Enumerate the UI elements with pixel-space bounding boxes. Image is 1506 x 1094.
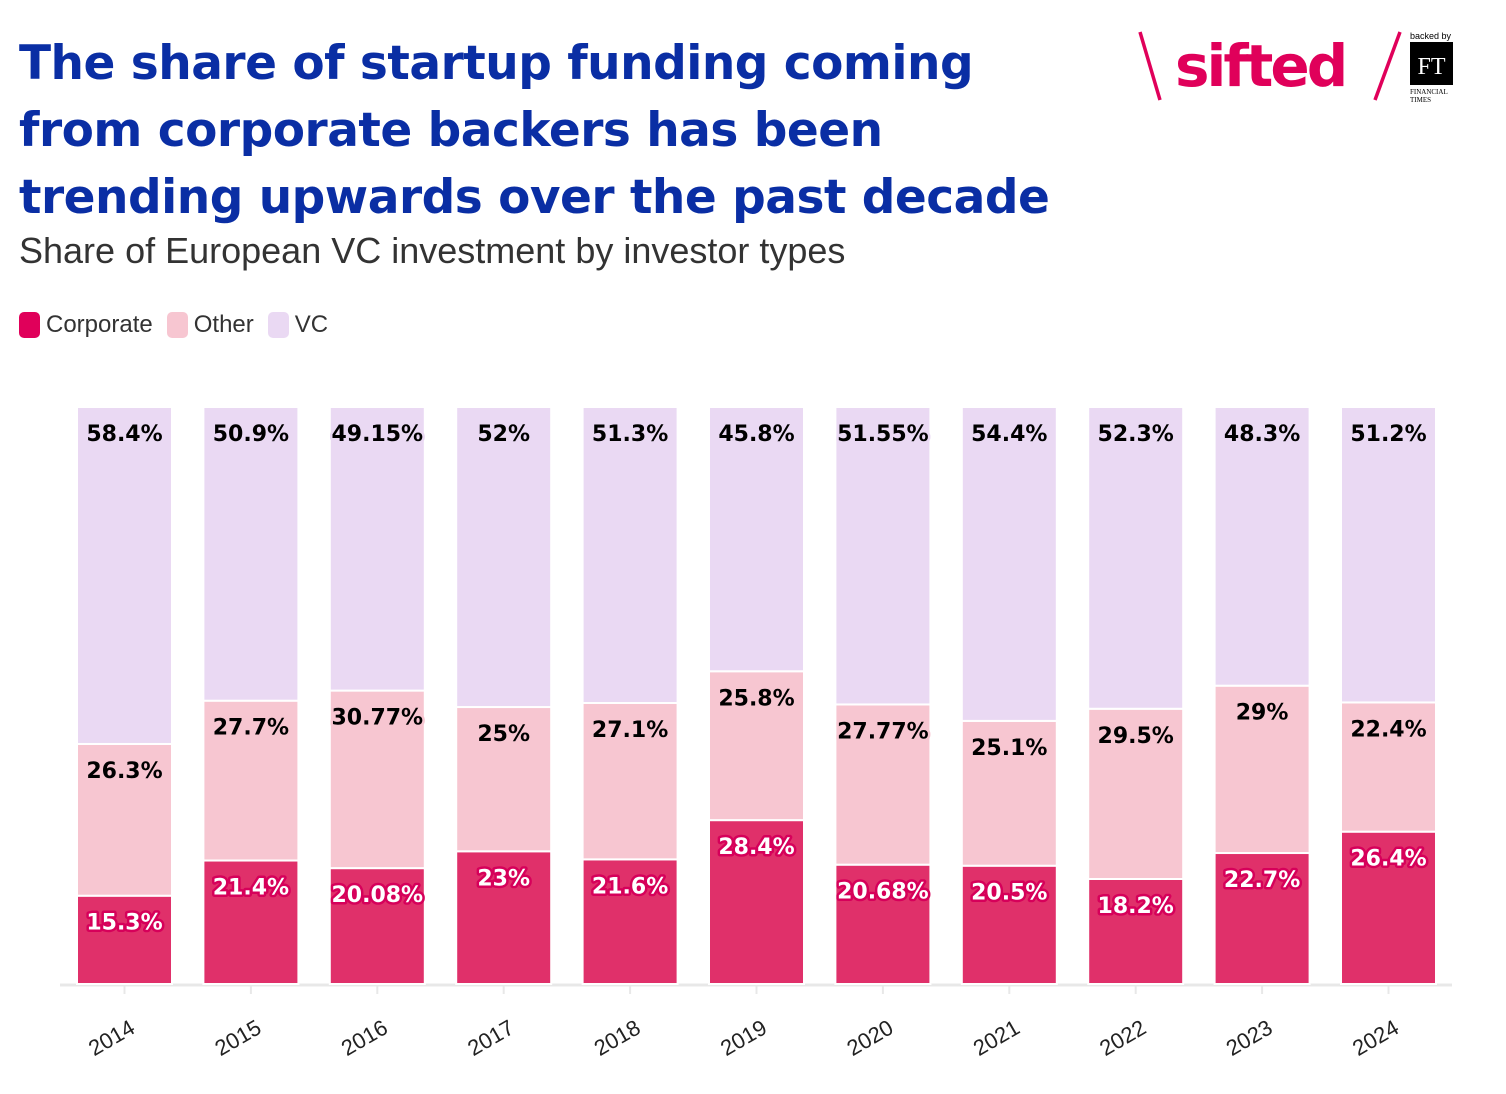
- legend-item-vc[interactable]: VC: [267, 311, 329, 339]
- chart-subtitle: Share of European VC investment by inves…: [19, 230, 846, 271]
- data-label-corporate: 15.3%: [86, 911, 162, 936]
- x-tick-label: 2024: [1348, 1015, 1403, 1061]
- bar-segment-vc[interactable]: [76, 406, 173, 745]
- sifted-logo: sifted backed by FT FINANCIAL TIMES: [1138, 31, 1453, 104]
- bar-segment-corporate[interactable]: [834, 863, 932, 985]
- logo-backed-by: backed by: [1410, 31, 1452, 41]
- bar-segment-other[interactable]: [202, 699, 300, 862]
- data-label-other: 26.3%: [86, 759, 162, 784]
- bar-segment-other[interactable]: [1340, 701, 1437, 833]
- chart-title: The share of startup funding coming from…: [19, 36, 1050, 225]
- bar-segment-other[interactable]: [455, 706, 553, 853]
- data-label-other: 25.8%: [718, 686, 794, 711]
- data-label-other: 29%: [1236, 701, 1289, 726]
- data-label-corporate: 23%: [477, 866, 530, 891]
- x-tick-label: 2015: [211, 1015, 266, 1061]
- data-label-vc: 52%: [477, 422, 530, 447]
- x-tick-label: 2014: [84, 1015, 139, 1061]
- data-label-corporate: 21.4%: [213, 876, 289, 901]
- data-label-other: 25.1%: [971, 736, 1047, 761]
- data-label-corporate: 20.5%: [971, 881, 1047, 906]
- logo-brand: sifted: [1175, 32, 1345, 100]
- data-label-other: 27.77%: [837, 719, 929, 744]
- legend-item-other[interactable]: Other: [166, 311, 254, 339]
- bar-segment-vc[interactable]: [1340, 406, 1437, 704]
- ft-logo-box: [1410, 42, 1453, 85]
- data-label-other: 29.5%: [1098, 724, 1174, 749]
- data-label-other: 27.1%: [592, 718, 668, 743]
- bar-segment-corporate[interactable]: [455, 850, 553, 985]
- bar-segment-corporate[interactable]: [76, 894, 173, 985]
- x-tick-label: 2021: [969, 1015, 1024, 1061]
- bar-segment-vc[interactable]: [834, 406, 932, 706]
- bar-segment-corporate[interactable]: [328, 867, 426, 986]
- bar-segment-other[interactable]: [328, 689, 426, 870]
- logo-backslash: [1138, 31, 1162, 101]
- ft-name-1: FINANCIAL: [1410, 88, 1448, 96]
- data-label-vc: 54.4%: [971, 422, 1047, 447]
- x-tick-label: 2018: [590, 1015, 645, 1061]
- x-tick-label: 2023: [1222, 1015, 1277, 1061]
- legend-item-corporate[interactable]: Corporate: [19, 311, 153, 339]
- bar-segment-corporate[interactable]: [202, 859, 300, 985]
- bar-segment-corporate[interactable]: [960, 864, 1058, 986]
- bar-segment-vc[interactable]: [328, 406, 426, 692]
- data-label-vc: 50.9%: [213, 422, 289, 447]
- bar-segment-vc[interactable]: [708, 406, 805, 673]
- bar-segment-other[interactable]: [1213, 684, 1311, 855]
- legend-swatch-other: [166, 312, 188, 338]
- bar-segment-other[interactable]: [1087, 707, 1185, 880]
- data-label-other: 22.4%: [1350, 717, 1426, 742]
- bar-segment-vc[interactable]: [581, 406, 679, 705]
- bar-segment-corporate[interactable]: [1213, 852, 1311, 985]
- data-label-vc: 52.3%: [1098, 422, 1174, 447]
- data-label-vc: 49.15%: [331, 422, 423, 447]
- legend-label: Other: [193, 311, 254, 338]
- data-label-vc: 45.8%: [718, 422, 794, 447]
- data-label-vc: 51.3%: [592, 422, 668, 447]
- data-label-corporate: 28.4%: [718, 835, 794, 860]
- data-label-corporate: 20.08%: [331, 883, 423, 908]
- bar-segment-other[interactable]: [834, 703, 932, 866]
- data-label-vc: 58.4%: [86, 422, 162, 447]
- bar-segment-other[interactable]: [960, 719, 1058, 867]
- bar-segment-other[interactable]: [76, 742, 173, 897]
- legend-label: Corporate: [46, 311, 153, 338]
- bar-segment-other[interactable]: [581, 702, 679, 861]
- data-label-other: 27.7%: [213, 716, 289, 741]
- ft-name-2: TIMES: [1410, 96, 1431, 104]
- logo-slash: [1373, 31, 1402, 101]
- data-label-vc: 48.3%: [1224, 422, 1300, 447]
- bar-segment-vc[interactable]: [455, 406, 553, 709]
- data-label-corporate: 26.4%: [1350, 847, 1426, 872]
- bar-segment-other[interactable]: [708, 670, 805, 822]
- legend-swatch-corporate: [19, 312, 40, 338]
- legend-swatch-vc: [267, 312, 289, 338]
- data-label-other: 30.77%: [331, 706, 423, 731]
- legend-label: VC: [294, 311, 329, 338]
- bar-segment-vc[interactable]: [1213, 406, 1311, 687]
- data-label-corporate: 21.6%: [592, 874, 668, 899]
- data-label-vc: 51.55%: [837, 422, 929, 447]
- x-tick-label: 2020: [843, 1015, 898, 1061]
- ft-logo-text: FT: [1417, 54, 1445, 80]
- data-label-other: 25%: [477, 722, 530, 747]
- x-tick-label: 2017: [463, 1015, 518, 1061]
- data-label-corporate: 20.68%: [837, 880, 929, 905]
- bar-segment-vc[interactable]: [1087, 406, 1185, 710]
- bar-segment-corporate[interactable]: [708, 819, 805, 986]
- x-tick-label: 2016: [337, 1015, 392, 1061]
- x-tick-label: 2019: [716, 1015, 771, 1061]
- data-label-corporate: 22.7%: [1224, 868, 1300, 893]
- bar-segment-corporate[interactable]: [581, 858, 679, 985]
- bar-segment-vc[interactable]: [960, 406, 1058, 722]
- bar-segment-corporate[interactable]: [1087, 877, 1185, 986]
- data-label-corporate: 18.2%: [1098, 894, 1174, 919]
- bar-segment-corporate[interactable]: [1340, 830, 1437, 985]
- legend: Corporate Other VC: [19, 311, 328, 339]
- data-label-vc: 51.2%: [1350, 422, 1426, 447]
- x-tick-label: 2022: [1095, 1015, 1150, 1061]
- bar-segment-vc[interactable]: [202, 406, 300, 702]
